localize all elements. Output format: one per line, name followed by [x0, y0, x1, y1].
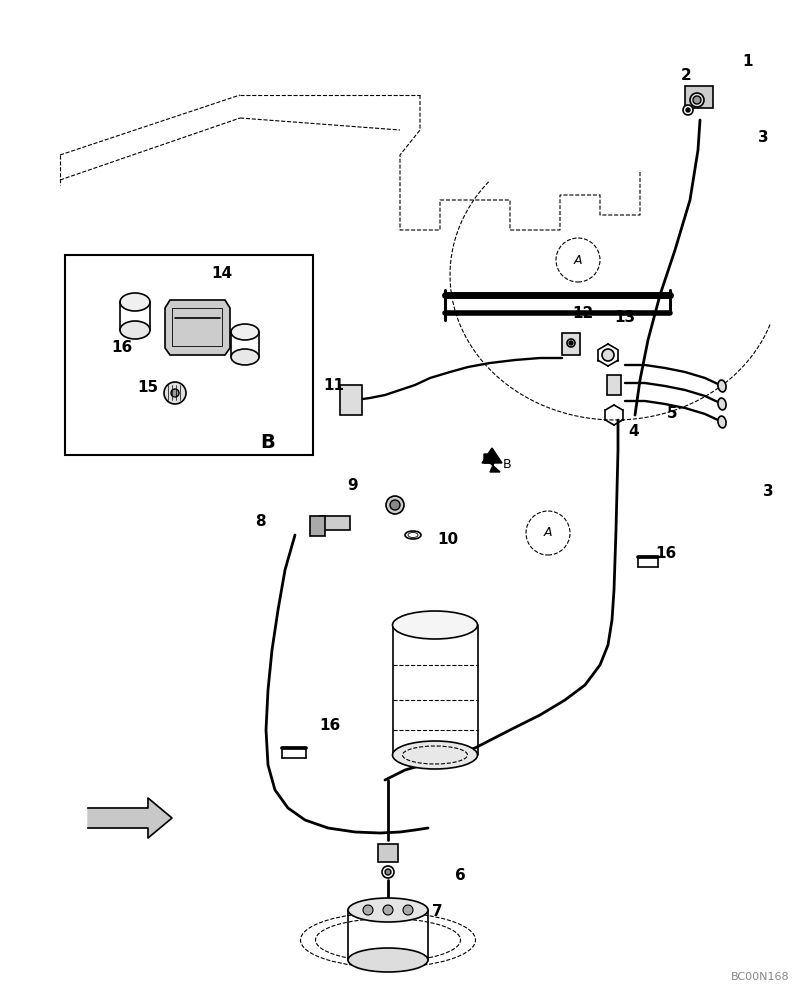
- Text: 6: 6: [455, 867, 465, 882]
- Polygon shape: [165, 300, 230, 355]
- Ellipse shape: [120, 321, 150, 339]
- Text: 2: 2: [680, 68, 692, 83]
- Ellipse shape: [231, 324, 259, 340]
- Circle shape: [693, 96, 701, 104]
- Text: 4: 4: [629, 424, 639, 440]
- Circle shape: [602, 349, 614, 361]
- Circle shape: [567, 339, 575, 347]
- Polygon shape: [482, 448, 502, 463]
- Circle shape: [164, 382, 186, 404]
- Ellipse shape: [718, 380, 726, 392]
- Text: 7: 7: [431, 904, 442, 920]
- Bar: [172, 308, 222, 346]
- Text: 16: 16: [319, 718, 341, 732]
- Polygon shape: [484, 454, 500, 472]
- Text: 10: 10: [437, 532, 459, 548]
- Text: B: B: [261, 434, 276, 452]
- Circle shape: [382, 866, 394, 878]
- Text: A: A: [574, 253, 583, 266]
- Circle shape: [686, 108, 690, 112]
- Bar: [340, 385, 362, 415]
- Text: 12: 12: [572, 306, 594, 320]
- Ellipse shape: [393, 741, 478, 769]
- Ellipse shape: [393, 611, 478, 639]
- Text: 8: 8: [255, 514, 265, 530]
- Circle shape: [386, 496, 404, 514]
- Text: 15: 15: [137, 380, 158, 395]
- Bar: [685, 86, 713, 108]
- Ellipse shape: [718, 416, 726, 428]
- Text: A: A: [544, 526, 552, 540]
- Bar: [65, 255, 313, 455]
- Polygon shape: [88, 798, 172, 838]
- Bar: [320, 516, 350, 530]
- Text: 1: 1: [743, 54, 753, 70]
- Circle shape: [171, 389, 179, 397]
- Circle shape: [690, 93, 704, 107]
- Bar: [562, 333, 580, 355]
- Text: 16: 16: [655, 546, 676, 560]
- Text: 14: 14: [212, 265, 233, 280]
- Text: B: B: [503, 458, 511, 472]
- Circle shape: [363, 905, 373, 915]
- Ellipse shape: [718, 398, 726, 410]
- Text: 9: 9: [347, 478, 358, 492]
- Text: 13: 13: [614, 310, 636, 326]
- Bar: [310, 516, 325, 536]
- Text: 16: 16: [112, 340, 133, 356]
- Text: BC00N168: BC00N168: [731, 972, 790, 982]
- Ellipse shape: [120, 293, 150, 311]
- Circle shape: [383, 905, 393, 915]
- Text: 3: 3: [758, 130, 768, 145]
- Circle shape: [403, 905, 413, 915]
- Ellipse shape: [348, 898, 428, 922]
- Circle shape: [683, 105, 693, 115]
- Ellipse shape: [348, 948, 428, 972]
- Text: 11: 11: [323, 377, 344, 392]
- Bar: [607, 375, 621, 395]
- Text: 5: 5: [667, 406, 677, 420]
- Circle shape: [569, 341, 573, 345]
- Ellipse shape: [231, 349, 259, 365]
- Circle shape: [385, 869, 391, 875]
- Text: 3: 3: [763, 485, 773, 499]
- Circle shape: [390, 500, 400, 510]
- Bar: [378, 844, 398, 862]
